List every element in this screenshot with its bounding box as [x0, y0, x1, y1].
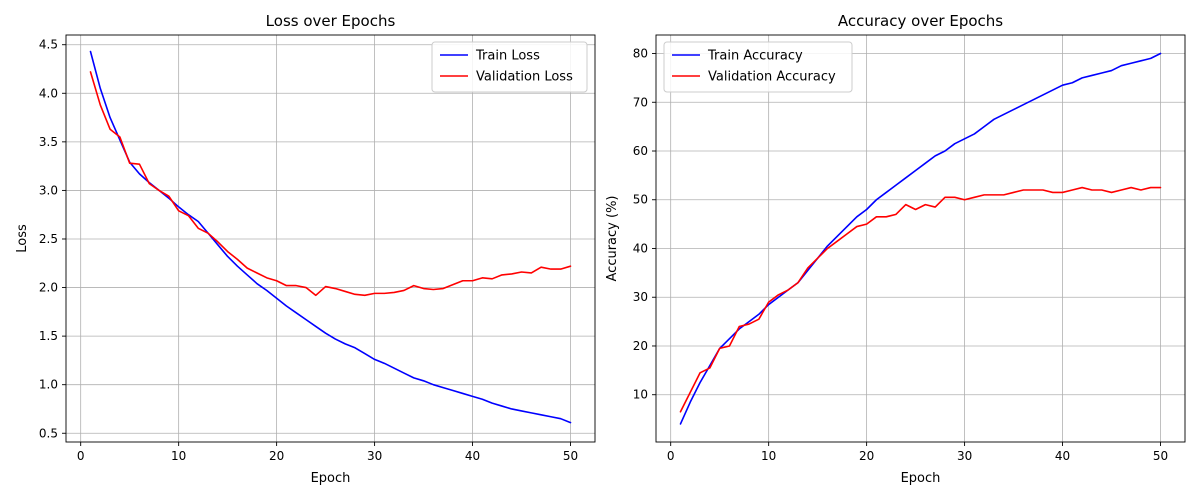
- x-tick-label: 50: [1153, 449, 1168, 463]
- y-tick-label: 1.5: [39, 329, 58, 343]
- y-axis-label: Accuracy (%): [605, 196, 620, 282]
- accuracy-chart: 0 10 20 30 40 50 10 20 30 40 50 60 70 80 Accuracy over…: [605, 12, 1186, 486]
- x-tick-label: 0: [77, 449, 85, 463]
- y-tick-label: 3.0: [39, 183, 58, 197]
- legend-label-validation-accuracy: Validation Accuracy: [708, 70, 836, 85]
- legend-box: [431, 41, 588, 93]
- y-tick-label: 2.5: [39, 232, 58, 246]
- y-tick-label: 80: [633, 47, 648, 61]
- y-tick-label: 70: [633, 95, 648, 109]
- y-tick-label: 10: [633, 388, 648, 402]
- x-tick-label: 20: [269, 449, 284, 463]
- x-tick-label: 40: [465, 449, 480, 463]
- legend-box: [663, 41, 853, 93]
- x-tick-label: 30: [367, 449, 382, 463]
- x-tick-label: 30: [957, 449, 972, 463]
- accuracy-chart-title: Accuracy over Epochs: [838, 12, 1003, 30]
- validation-loss-line: [89, 71, 572, 297]
- x-axis-label: Epoch: [901, 471, 941, 486]
- x-tick-label: 50: [563, 449, 578, 463]
- legend-label-train-accuracy: Train Accuracy: [707, 49, 803, 64]
- plot-frame: [65, 34, 596, 443]
- x-tick-label: 0: [667, 449, 675, 463]
- y-tick-label: 20: [633, 339, 648, 353]
- y-tick-label: 4.5: [39, 38, 58, 52]
- y-tick-label: 30: [633, 290, 648, 304]
- x-tick-label: 10: [171, 449, 186, 463]
- y-tick-label: 40: [633, 241, 648, 255]
- train-accuracy-line: [679, 52, 1162, 425]
- y-tick-label: 4.0: [39, 86, 58, 100]
- legend: Train Loss Validation Loss: [431, 41, 588, 93]
- y-tick-label: 3.5: [39, 135, 58, 149]
- y-tick-label: 60: [633, 144, 648, 158]
- x-tick-label: 10: [761, 449, 776, 463]
- legend: Train Accuracy Validation Accuracy: [663, 41, 853, 93]
- y-axis-label: Loss: [15, 224, 30, 253]
- x-tick-label: 40: [1055, 449, 1070, 463]
- y-tick-label: 0.5: [39, 426, 58, 440]
- x-axis-label: Epoch: [311, 471, 351, 486]
- y-tick-label: 2.0: [39, 281, 58, 295]
- y-tick-label: 50: [633, 193, 648, 207]
- loss-chart-title: Loss over Epochs: [266, 12, 396, 30]
- x-tick-label: 20: [859, 449, 874, 463]
- validation-accuracy-line: [679, 186, 1162, 413]
- y-tick-label: 1.0: [39, 378, 58, 392]
- legend-label-train-loss: Train Loss: [475, 49, 540, 64]
- loss-chart: 0 10 20 30 40 50 0.5 1.0 1.5 2.0 2.5 3.0 3.5 4.0 4.5 Lo…: [15, 12, 596, 486]
- legend-label-validation-loss: Validation Loss: [476, 70, 573, 85]
- plot-frame: [655, 34, 1186, 443]
